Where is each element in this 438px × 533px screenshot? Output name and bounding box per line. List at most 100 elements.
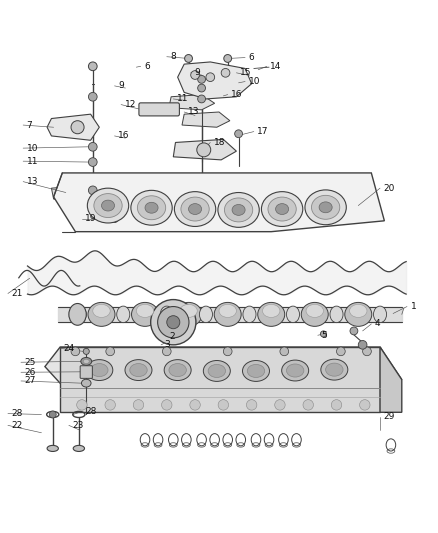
Circle shape	[358, 341, 367, 349]
Polygon shape	[45, 347, 402, 393]
Text: 27: 27	[25, 376, 36, 385]
Circle shape	[167, 316, 180, 329]
Circle shape	[206, 73, 215, 82]
Circle shape	[321, 331, 326, 337]
Text: 12: 12	[124, 100, 136, 109]
Polygon shape	[178, 62, 252, 99]
Text: 10: 10	[249, 77, 260, 86]
Ellipse shape	[306, 304, 323, 318]
Text: 25: 25	[25, 358, 36, 367]
Text: 16: 16	[231, 90, 243, 99]
Text: 24: 24	[64, 344, 75, 353]
Ellipse shape	[345, 302, 372, 326]
Ellipse shape	[268, 197, 296, 221]
Circle shape	[88, 62, 97, 71]
Text: 28: 28	[11, 409, 23, 418]
Ellipse shape	[319, 202, 332, 213]
Circle shape	[162, 400, 172, 410]
Ellipse shape	[169, 364, 186, 377]
Circle shape	[224, 54, 232, 62]
Text: 14: 14	[270, 62, 282, 71]
Text: 15: 15	[240, 68, 251, 77]
Circle shape	[133, 400, 144, 410]
Ellipse shape	[350, 304, 367, 318]
FancyBboxPatch shape	[80, 366, 92, 378]
Text: 13: 13	[27, 177, 38, 186]
Circle shape	[350, 327, 358, 335]
Polygon shape	[47, 114, 99, 140]
Ellipse shape	[81, 358, 92, 365]
Ellipse shape	[247, 365, 265, 377]
Ellipse shape	[131, 190, 172, 225]
Circle shape	[83, 349, 89, 354]
Circle shape	[158, 306, 189, 338]
Ellipse shape	[87, 188, 129, 223]
Text: 8: 8	[170, 52, 176, 61]
Circle shape	[105, 400, 116, 410]
Ellipse shape	[145, 203, 158, 213]
Ellipse shape	[214, 302, 241, 326]
Ellipse shape	[174, 192, 216, 227]
Text: 3: 3	[165, 341, 170, 349]
Circle shape	[88, 158, 97, 166]
Ellipse shape	[81, 379, 91, 387]
Ellipse shape	[160, 306, 173, 322]
Circle shape	[71, 120, 84, 134]
Circle shape	[71, 347, 80, 356]
Ellipse shape	[102, 200, 115, 211]
Circle shape	[191, 71, 199, 79]
Ellipse shape	[83, 359, 89, 364]
Text: 6: 6	[144, 62, 150, 71]
Circle shape	[247, 400, 257, 410]
Ellipse shape	[73, 306, 86, 322]
Ellipse shape	[125, 360, 152, 381]
Circle shape	[162, 347, 171, 356]
Circle shape	[185, 54, 192, 62]
Ellipse shape	[86, 360, 113, 381]
Ellipse shape	[232, 205, 245, 215]
Ellipse shape	[199, 306, 212, 322]
Ellipse shape	[262, 304, 280, 318]
Text: 20: 20	[384, 184, 395, 192]
Text: 28: 28	[85, 407, 97, 416]
Circle shape	[280, 347, 289, 356]
Circle shape	[190, 400, 200, 410]
Ellipse shape	[325, 363, 343, 376]
Polygon shape	[380, 347, 402, 413]
Polygon shape	[51, 186, 82, 201]
Text: 18: 18	[214, 138, 225, 147]
Ellipse shape	[311, 195, 340, 219]
Circle shape	[336, 347, 345, 356]
Ellipse shape	[130, 364, 147, 377]
Text: 6: 6	[249, 53, 254, 62]
Text: 19: 19	[85, 214, 97, 223]
Circle shape	[223, 347, 232, 356]
Text: 11: 11	[177, 94, 188, 103]
Circle shape	[235, 130, 243, 138]
Ellipse shape	[282, 360, 309, 381]
Polygon shape	[53, 173, 385, 232]
Circle shape	[151, 300, 196, 345]
Ellipse shape	[181, 197, 209, 221]
Text: 1: 1	[410, 302, 416, 311]
Ellipse shape	[261, 192, 303, 227]
Text: 11: 11	[27, 157, 38, 166]
Ellipse shape	[330, 306, 343, 322]
Ellipse shape	[175, 302, 202, 326]
Circle shape	[360, 400, 370, 410]
Text: 10: 10	[27, 143, 38, 152]
Text: 9: 9	[194, 68, 200, 77]
Ellipse shape	[180, 304, 197, 318]
Text: 17: 17	[257, 127, 269, 136]
FancyBboxPatch shape	[139, 103, 180, 116]
Ellipse shape	[286, 364, 304, 377]
Circle shape	[49, 411, 56, 418]
Ellipse shape	[131, 302, 159, 326]
Ellipse shape	[374, 306, 387, 322]
Ellipse shape	[47, 446, 58, 451]
Text: 7: 7	[27, 120, 32, 130]
Ellipse shape	[164, 360, 191, 381]
Text: 26: 26	[25, 368, 36, 377]
Ellipse shape	[88, 302, 115, 326]
Text: 22: 22	[11, 421, 23, 430]
